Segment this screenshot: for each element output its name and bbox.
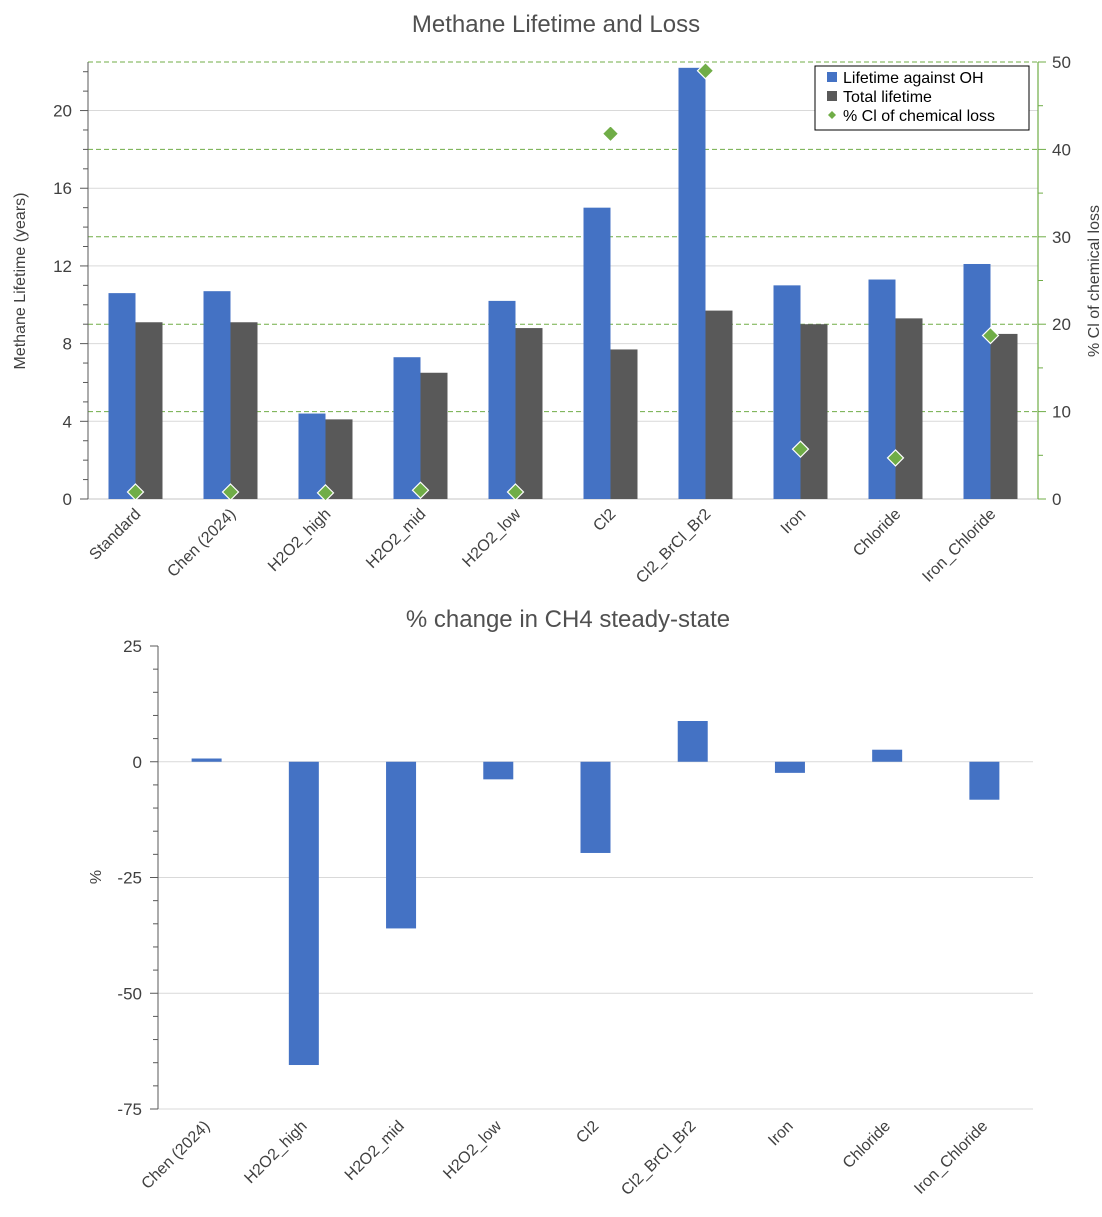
y-tick-label: -75 [117, 1100, 142, 1119]
y-tick-label: 4 [63, 412, 72, 431]
x-category-label: H2O2_mid [342, 1118, 408, 1184]
bar-lifetime-against-oh [298, 413, 326, 499]
bar-total-lifetime [230, 322, 258, 499]
chart-title: Methane Lifetime and Loss [412, 11, 700, 38]
x-category-label: Iron [778, 506, 810, 538]
marker-pct-cl-loss [886, 449, 905, 467]
y-axis-title: Methane Lifetime (years) [12, 193, 29, 370]
bar-lifetime-against-oh [488, 300, 516, 499]
y2-tick-label: 30 [1052, 228, 1071, 247]
x-category-label: Cl2_BrCl_Br2 [633, 506, 714, 587]
marker-pct-cl-loss [411, 481, 430, 500]
y-tick-label: 16 [53, 179, 72, 198]
bar-total-lifetime [610, 349, 638, 499]
marker-pct-cl-loss [696, 61, 715, 80]
y2-tick-label: 10 [1052, 403, 1071, 422]
bar-total-lifetime [990, 333, 1018, 499]
bar-pct-change [774, 761, 805, 773]
bar-lifetime-against-oh [583, 207, 611, 499]
y2-tick-label: 20 [1052, 315, 1071, 334]
x-category-label: Chen (2024) [139, 1118, 214, 1193]
x-category-label: H2O2_low [459, 505, 524, 570]
x-category-label: Cl2 [573, 1118, 602, 1147]
marker-pct-cl-loss [791, 440, 810, 459]
bar-lifetime-against-oh [393, 357, 421, 499]
bar-lifetime-against-oh [108, 293, 136, 499]
bar-pct-change [483, 761, 514, 780]
x-category-label: H2O2_low [440, 1117, 505, 1182]
bar-lifetime-against-oh [868, 279, 896, 499]
bar-pct-change [677, 721, 708, 762]
legend-box [814, 65, 1030, 131]
marker-pct-cl-loss [316, 484, 335, 502]
y2-tick-label: 40 [1052, 140, 1071, 159]
bar-pct-change [288, 761, 319, 1066]
bar-lifetime-against-oh [678, 67, 706, 500]
bar-total-lifetime [800, 324, 828, 499]
bar-total-lifetime [420, 372, 448, 499]
bar-lifetime-against-oh [963, 263, 991, 499]
marker-pct-cl-loss [506, 483, 525, 501]
chart-title: % change in CH4 steady-state [406, 606, 730, 633]
y-tick-label: 8 [63, 335, 72, 354]
x-category-label: H2O2_mid [363, 506, 429, 572]
bar-pct-change [386, 761, 417, 929]
y-tick-label: 20 [53, 102, 72, 121]
y-tick-label: -50 [117, 984, 142, 1003]
legend-label: % Cl of chemical loss [843, 108, 995, 125]
y2-axis-title: % Cl of chemical loss [1086, 205, 1102, 357]
bar-pct-change [969, 761, 1000, 800]
x-category-label: Iron_Chloride [919, 506, 999, 586]
y-tick-label: -25 [117, 869, 142, 888]
x-category-label: H2O2_high [265, 506, 334, 575]
bar-total-lifetime [325, 419, 353, 499]
legend-marker [828, 111, 836, 119]
y2-tick-label: 0 [1052, 490, 1061, 509]
legend-swatch [827, 91, 837, 101]
y-axis-title: % [88, 870, 105, 884]
x-category-label: Iron [765, 1118, 797, 1150]
y-tick-label: 25 [123, 637, 142, 656]
x-category-label: Chloride [840, 1118, 894, 1172]
marker-pct-cl-loss [981, 326, 1000, 345]
bar-total-lifetime [135, 322, 163, 499]
bar-pct-change [191, 758, 222, 762]
legend-label: Lifetime against OH [843, 70, 984, 87]
x-category-label: H2O2_high [241, 1118, 310, 1187]
y-tick-label: 12 [53, 257, 72, 276]
x-category-label: Chen (2024) [164, 506, 239, 581]
x-category-label: Iron_Chloride [911, 1118, 991, 1198]
bar-lifetime-against-oh [203, 291, 231, 499]
bar-pct-change [580, 761, 611, 853]
legend-swatch [827, 72, 837, 82]
marker-pct-cl-loss [221, 483, 240, 501]
bar-total-lifetime [515, 328, 543, 499]
legend-label: Total lifetime [843, 89, 932, 106]
y2-tick-label: 50 [1052, 53, 1071, 72]
x-category-label: Cl2 [590, 506, 619, 535]
marker-pct-cl-loss [126, 483, 145, 501]
x-category-label: Standard [86, 506, 144, 564]
bar-lifetime-against-oh [773, 285, 801, 499]
marker-pct-cl-loss [601, 124, 620, 143]
bar-total-lifetime [705, 310, 733, 499]
y-tick-label: 0 [133, 753, 142, 772]
x-category-label: Chloride [850, 506, 904, 560]
bar-total-lifetime [895, 318, 923, 499]
y-tick-label: 0 [63, 490, 72, 509]
bar-pct-change [872, 749, 903, 762]
x-category-label: Cl2_BrCl_Br2 [618, 1118, 699, 1199]
